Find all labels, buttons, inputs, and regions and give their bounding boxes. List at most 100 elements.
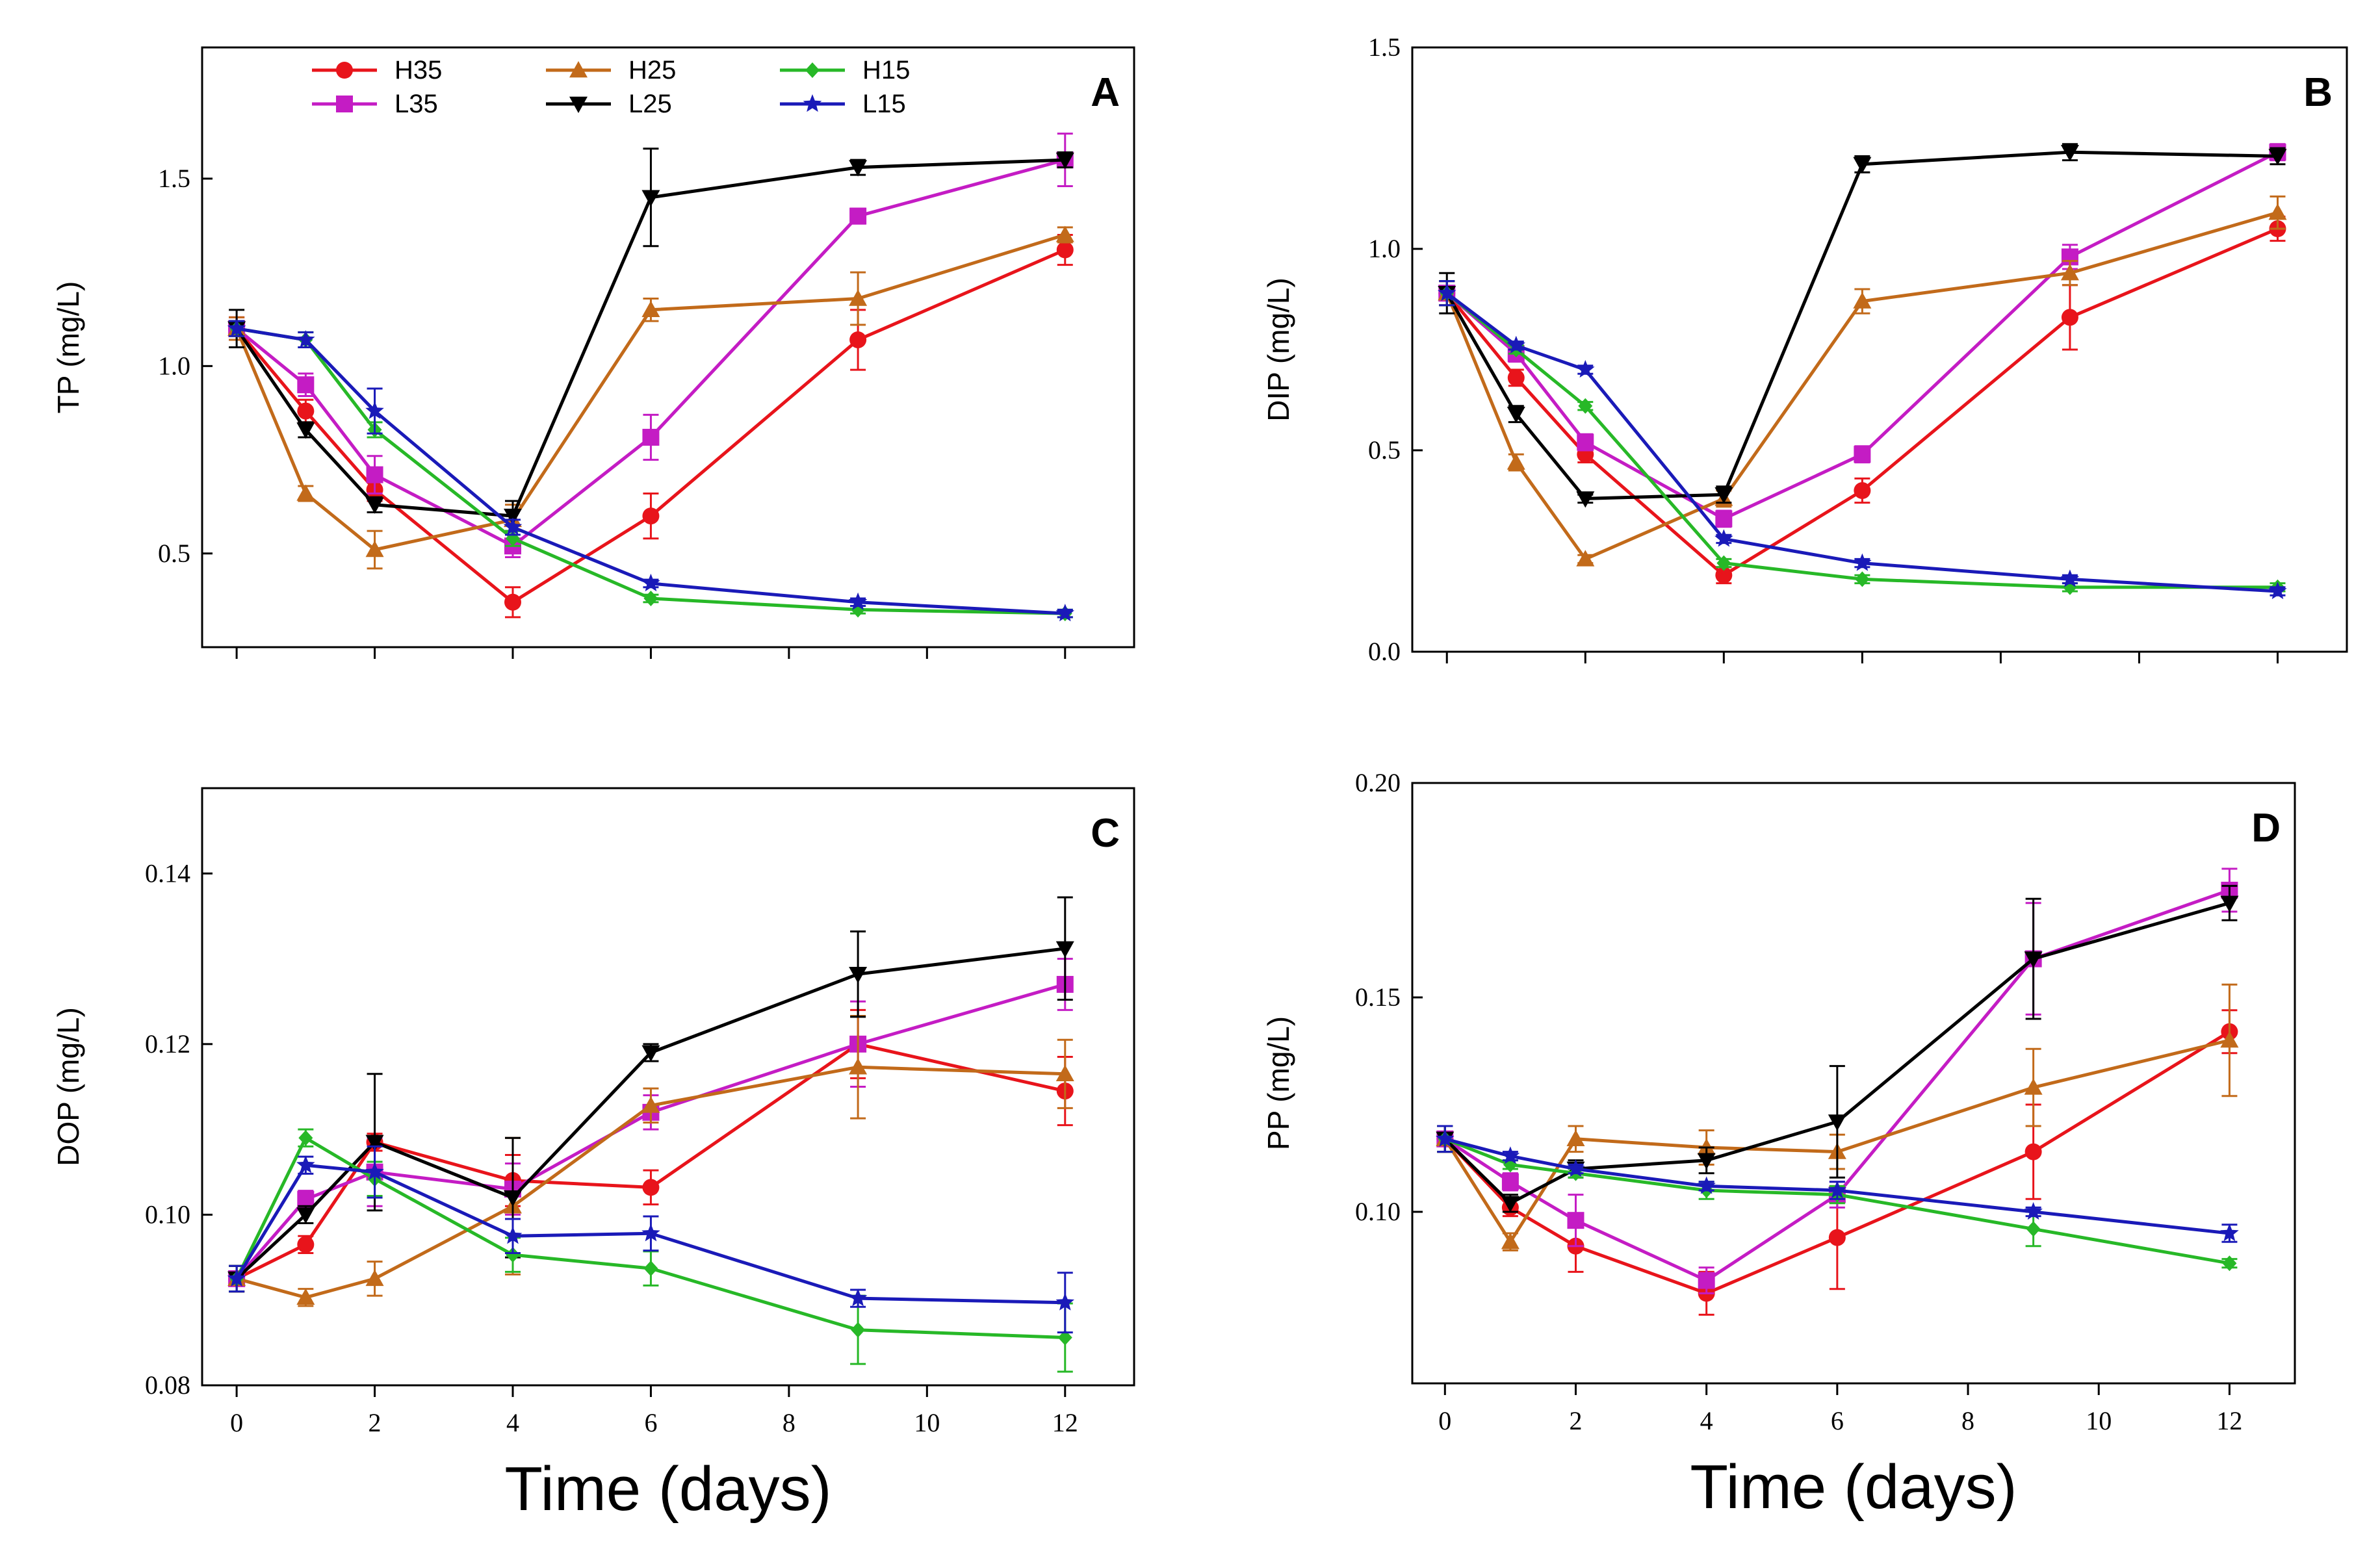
- series-l25: [1438, 143, 2287, 508]
- data-point: [849, 331, 867, 348]
- x-axis-label: Time (days): [1690, 1452, 2017, 1522]
- data-point: [1055, 604, 1074, 622]
- y-axis-label: TP (mg/L): [51, 281, 85, 414]
- legend-item-h25: H25: [546, 56, 676, 84]
- legend-label: L35: [395, 90, 438, 118]
- y-tick-label: 0.15: [1355, 982, 1401, 1012]
- data-point: [1566, 1129, 1585, 1146]
- series-h15: [1439, 280, 2286, 595]
- data-point: [1828, 1181, 1847, 1199]
- data-point: [503, 517, 523, 535]
- data-point: [2060, 264, 2079, 281]
- series-line: [1445, 292, 2278, 593]
- x-tick-label: 0: [1438, 1406, 1451, 1435]
- plot-frame: [1411, 46, 2348, 653]
- y-tick-label: 0.10: [145, 1199, 190, 1229]
- series-line: [236, 327, 1065, 615]
- data-point: [851, 1322, 866, 1338]
- y-tick-label: 1.0: [1368, 234, 1401, 263]
- series-h35: [1438, 215, 2286, 585]
- y-tick-label: 1.5: [1368, 32, 1401, 62]
- data-point: [1501, 1146, 1520, 1164]
- legend-item-h35: H35: [312, 56, 442, 84]
- data-point: [849, 207, 867, 225]
- data-point: [1577, 433, 1594, 451]
- y-axis-label: DOP (mg/L): [51, 1007, 85, 1166]
- data-point: [2061, 309, 2078, 326]
- legend-label: L15: [862, 90, 906, 118]
- data-point: [365, 1269, 384, 1287]
- x-tick-label: 6: [644, 1408, 657, 1437]
- data-point: [1716, 555, 1731, 571]
- series-h25: [1438, 195, 2287, 567]
- x-tick-label: 12: [1052, 1408, 1078, 1437]
- series-l25: [227, 147, 1074, 532]
- x-tick-label: 10: [2086, 1406, 2112, 1435]
- data-point: [1697, 1153, 1716, 1170]
- legend-label: H15: [862, 56, 910, 84]
- data-point: [1828, 1114, 1846, 1131]
- data-point: [296, 422, 315, 439]
- legend-label: H35: [395, 56, 442, 84]
- legend-marker: [569, 96, 588, 113]
- data-point: [506, 1247, 520, 1263]
- legend-item-l15: L15: [780, 90, 906, 118]
- data-point: [2220, 1031, 2239, 1048]
- data-point: [2060, 569, 2080, 587]
- data-point: [1438, 283, 1456, 301]
- x-tick-label: 8: [783, 1408, 795, 1437]
- data-point: [849, 1058, 868, 1075]
- data-point: [641, 1096, 660, 1113]
- data-point: [1507, 407, 1525, 424]
- data-point: [296, 484, 315, 501]
- data-point: [641, 1045, 660, 1062]
- data-point: [2024, 1202, 2043, 1220]
- series-l25: [1436, 884, 2239, 1213]
- data-point: [1853, 157, 1872, 173]
- data-point: [642, 1179, 660, 1196]
- data-point: [1576, 550, 1595, 567]
- y-tick-label: 0.5: [158, 539, 190, 568]
- data-point: [1715, 510, 1733, 528]
- data-point: [366, 466, 383, 483]
- data-point: [1714, 487, 1733, 504]
- legend: H35 L35 H25 L25 H15 L15: [312, 56, 910, 118]
- legend-marker: [805, 62, 820, 78]
- series-l15: [227, 318, 1074, 622]
- data-point: [2060, 145, 2079, 162]
- y-tick-label: 1.5: [158, 164, 190, 193]
- data-point: [298, 1130, 313, 1146]
- series-l15: [227, 1145, 1074, 1334]
- data-point: [641, 573, 660, 592]
- data-point: [504, 1190, 522, 1207]
- data-point: [297, 376, 315, 394]
- y-tick-label: 0.08: [145, 1370, 190, 1400]
- data-point: [365, 1134, 384, 1151]
- y-tick-label: 0.0: [1368, 637, 1401, 666]
- data-point: [1501, 1196, 1520, 1212]
- x-tick-label: 2: [1569, 1406, 1582, 1435]
- series-line: [1445, 227, 2279, 577]
- panel-d: 0.10 0.15 0.20 0 2 4 6 8 10 12 PP (mg/L) Time (days…: [1261, 768, 2296, 1522]
- data-point: [365, 497, 384, 514]
- x-tick-label: 12: [2216, 1406, 2242, 1435]
- y-tick-label: 0.14: [145, 858, 190, 888]
- data-point: [1697, 1176, 1716, 1194]
- panel-c: 0.08 0.10 0.12 0.14 0 2 4 6 8 10 12 DOP (mg/L) Time …: [51, 787, 1135, 1524]
- data-point: [2024, 1078, 2043, 1095]
- data-point: [1576, 491, 1595, 508]
- data-point: [643, 591, 658, 607]
- x-tick-label: 0: [230, 1408, 243, 1437]
- data-point: [2268, 582, 2287, 600]
- data-point: [641, 300, 660, 318]
- data-point: [503, 1226, 523, 1244]
- y-tick-label: 1.0: [158, 351, 190, 380]
- data-point: [643, 1261, 658, 1277]
- series-l15: [1438, 280, 2287, 600]
- data-point: [1853, 292, 1872, 309]
- data-point: [2222, 1255, 2237, 1272]
- legend-marker: [803, 94, 822, 112]
- x-tick-label: 6: [1831, 1406, 1844, 1435]
- data-point: [2026, 1221, 2041, 1237]
- y-tick-label: 0.5: [1368, 435, 1401, 465]
